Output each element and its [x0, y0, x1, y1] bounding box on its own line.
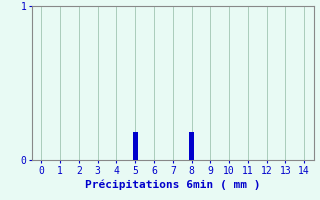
Bar	[133, 132, 138, 160]
X-axis label: Précipitations 6min ( mm ): Précipitations 6min ( mm )	[85, 180, 260, 190]
Bar	[189, 132, 194, 160]
